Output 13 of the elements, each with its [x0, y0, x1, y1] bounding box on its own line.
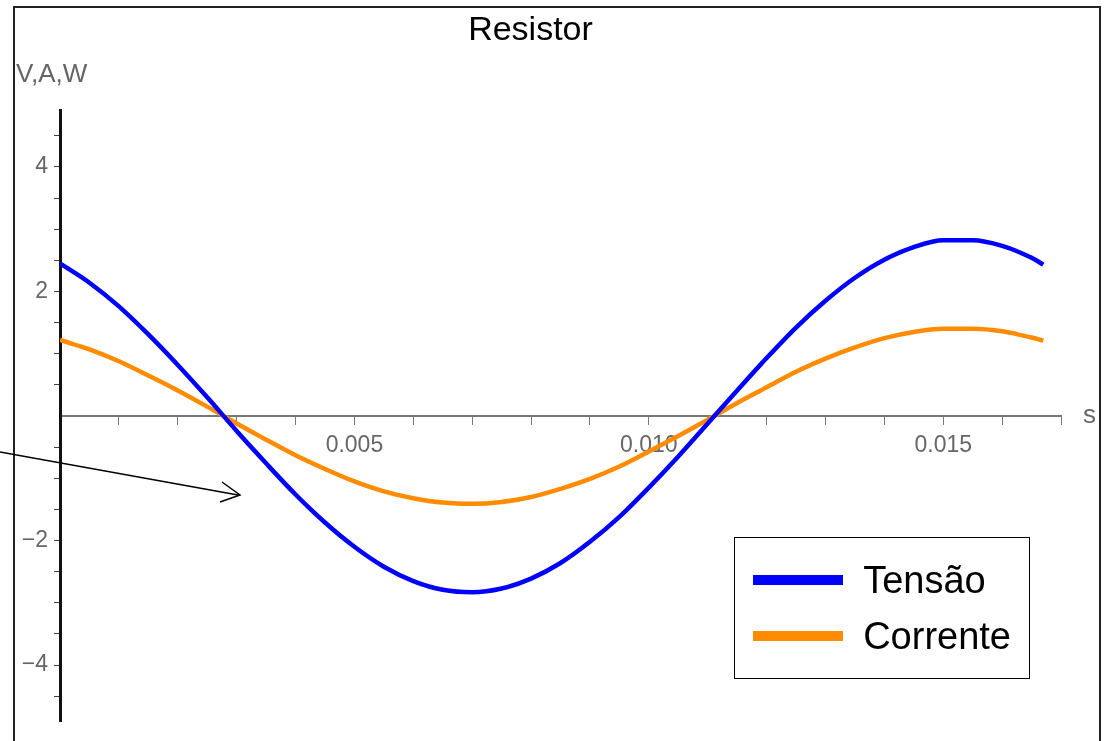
x-tick-label: 0.015 — [914, 431, 973, 458]
line-series — [60, 238, 1046, 595]
y-tick-label: −4 — [21, 650, 49, 677]
x-axis-title: s — [1083, 399, 1096, 430]
y-axis-title: V,A,W — [16, 58, 88, 89]
chart-title: Resistor — [468, 8, 593, 47]
legend-label: Corrente — [863, 614, 1011, 658]
x-tick-label: 0.005 — [325, 431, 384, 458]
y-tick-label: 2 — [35, 276, 48, 303]
line-series — [60, 326, 1046, 507]
legend-label: Tensão — [863, 558, 986, 602]
y-tick-label: −2 — [21, 525, 48, 552]
y-tick-label: 4 — [35, 152, 49, 179]
